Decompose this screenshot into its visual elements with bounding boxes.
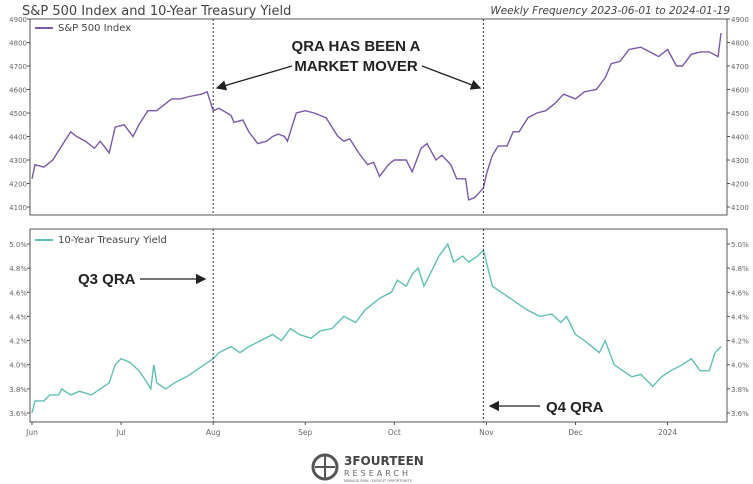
y-tick-label-right: 5.0% <box>731 241 749 249</box>
y-tick-label-right: 4600 <box>731 87 749 95</box>
y-tick-label-right: 4.0% <box>731 362 749 370</box>
logo-sub: RESEARCH <box>344 469 411 478</box>
legend-yield: 10-Year Treasury Yield <box>58 235 167 246</box>
y-tick-label-left: 4100 <box>9 204 27 212</box>
x-tick-label: Dec <box>568 428 583 437</box>
logo-tagline: MANAGE RISK · EXPLOIT OPPORTUNITY <box>344 479 413 483</box>
y-tick-label-right: 4400 <box>731 134 749 142</box>
y-tick-label-left: 4400 <box>9 134 27 142</box>
x-tick-label: Jun <box>25 428 38 437</box>
annotation-line2: MARKET MOVER <box>294 58 418 75</box>
chart-subtitle: Weekly Frequency 2023-06-01 to 2024-01-1… <box>490 5 730 17</box>
x-tick-label: Aug <box>206 428 221 437</box>
chart-title: S&P 500 Index and 10-Year Treasury Yield <box>22 4 291 19</box>
y-tick-label-right: 4900 <box>731 16 749 24</box>
y-tick-label-right: 4.6% <box>731 289 749 297</box>
y-tick-label-left: 4.4% <box>9 313 27 321</box>
y-tick-label-left: 4500 <box>9 110 27 118</box>
y-tick-label-left: 3.8% <box>9 386 27 394</box>
y-tick-label-right: 4500 <box>731 110 749 118</box>
y-tick-label-left: 4800 <box>9 40 27 48</box>
sp500-line <box>31 33 722 201</box>
arrow-to-q4 <box>421 65 482 90</box>
y-tick-label-right: 3.8% <box>731 386 749 394</box>
y-tick-label-right: 4100 <box>731 204 749 212</box>
y-tick-label-right: 4700 <box>731 63 749 71</box>
top-panel-frame <box>29 18 728 216</box>
y-tick-label-left: 4.6% <box>9 289 27 297</box>
y-tick-label-left: 4900 <box>9 16 27 24</box>
y-tick-label-right: 4.4% <box>731 313 749 321</box>
y-tick-label-right: 4.2% <box>731 338 749 346</box>
y-tick-label-right: 4300 <box>731 157 749 165</box>
annotation-line1: QRA HAS BEEN A <box>292 38 421 55</box>
y-tick-label-right: 4800 <box>731 40 749 48</box>
y-tick-label-left: 4600 <box>9 87 27 95</box>
y-tick-label-left: 4300 <box>9 157 27 165</box>
x-tick-label: Jul <box>116 428 126 437</box>
y-tick-label-right: 4200 <box>731 181 749 189</box>
logo <box>311 453 339 481</box>
annotation-q3: Q3 QRA <box>78 271 136 288</box>
y-tick-label-left: 4.2% <box>9 338 27 346</box>
legend-sp500: S&P 500 Index <box>58 23 131 34</box>
bottom-panel-frame <box>29 228 728 423</box>
x-tick-label: Oct <box>388 428 401 437</box>
y-tick-label-left: 4.8% <box>9 265 27 273</box>
arrow-to-q3 <box>215 65 293 91</box>
yield-line <box>31 242 722 414</box>
x-tick-label: Nov <box>479 428 494 437</box>
logo-name: 3FOURTEEN <box>344 454 424 468</box>
y-tick-label-left: 3.6% <box>9 410 27 418</box>
y-tick-label-right: 4.8% <box>731 265 749 273</box>
y-tick-label-left: 5.0% <box>9 241 27 249</box>
y-tick-label-right: 3.6% <box>731 410 749 418</box>
x-tick-label: Sep <box>298 428 312 437</box>
y-tick-label-left: 4200 <box>9 181 27 189</box>
logo-icon <box>311 453 339 481</box>
y-tick-label-left: 4700 <box>9 63 27 71</box>
x-tick-label: 2024 <box>658 428 677 437</box>
annotation-q4: Q4 QRA <box>546 399 604 416</box>
y-tick-label-left: 4.0% <box>9 362 27 370</box>
